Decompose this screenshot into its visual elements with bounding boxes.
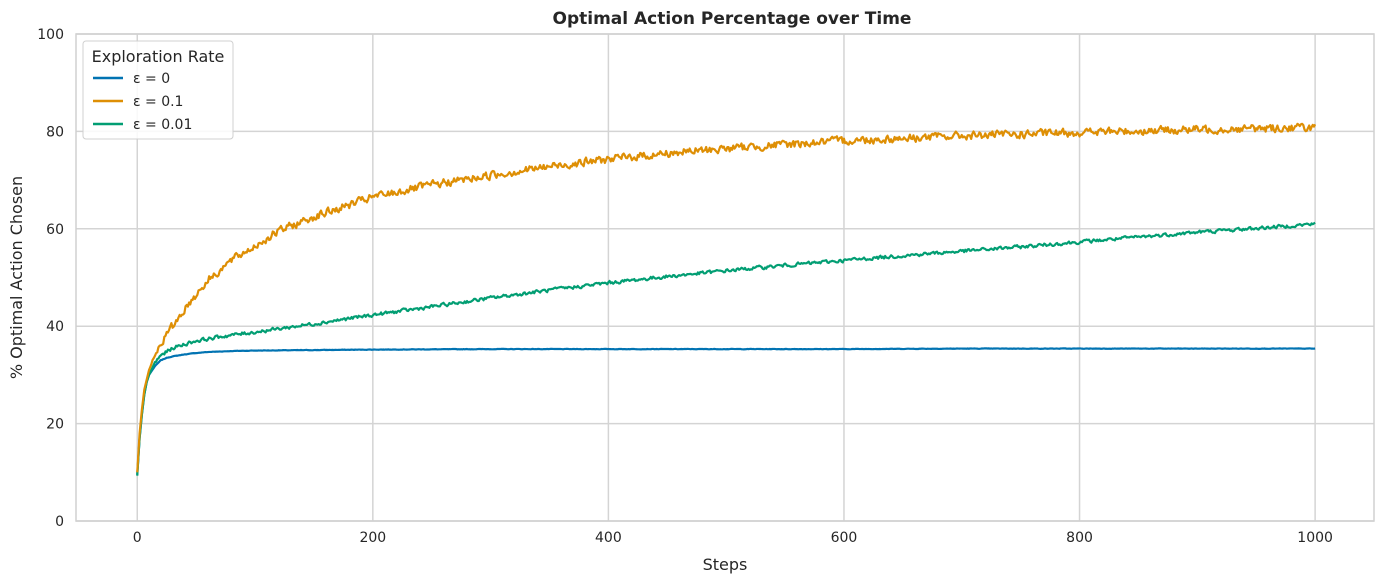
legend-label: ε = 0.1: [133, 94, 183, 110]
legend-box: [82, 40, 234, 140]
legend-label: ε = 0: [133, 71, 170, 87]
chart-title: Optimal Action Percentage over Time: [553, 9, 912, 29]
series-line-0: [136, 347, 1316, 475]
series-line-2: [136, 221, 1316, 476]
series-lines: [136, 122, 1317, 476]
series-line-1: [136, 122, 1317, 473]
y-tick-label: 0: [55, 514, 64, 530]
x-tick-label: 1000: [1297, 530, 1333, 546]
x-tick-label: 600: [831, 530, 858, 546]
y-tick-label: 60: [46, 222, 64, 238]
tick-labels: 0 200 400 600 800 1000 0 20 40 60 80 100: [37, 27, 1333, 546]
legend-label: ε = 0.01: [133, 117, 192, 133]
legend-title: Exploration Rate: [92, 47, 225, 66]
plot-frame: [75, 33, 1375, 522]
x-axis-label: Steps: [703, 555, 748, 574]
legend: Exploration Rate ε = 0 ε = 0.1 ε = 0.01: [82, 40, 234, 140]
x-tick-label: 400: [595, 530, 622, 546]
grid: [76, 33, 1374, 522]
legend-entries: ε = 0 ε = 0.1 ε = 0.01: [93, 71, 192, 133]
y-tick-label: 100: [37, 27, 64, 43]
x-tick-label: 800: [1066, 530, 1093, 546]
y-tick-label: 40: [46, 319, 64, 335]
x-tick-label: 0: [133, 530, 142, 546]
y-tick-label: 20: [46, 417, 64, 433]
x-tick-label: 200: [359, 530, 386, 546]
y-axis-label: % Optimal Action Chosen: [7, 176, 26, 379]
y-tick-label: 80: [46, 124, 64, 140]
